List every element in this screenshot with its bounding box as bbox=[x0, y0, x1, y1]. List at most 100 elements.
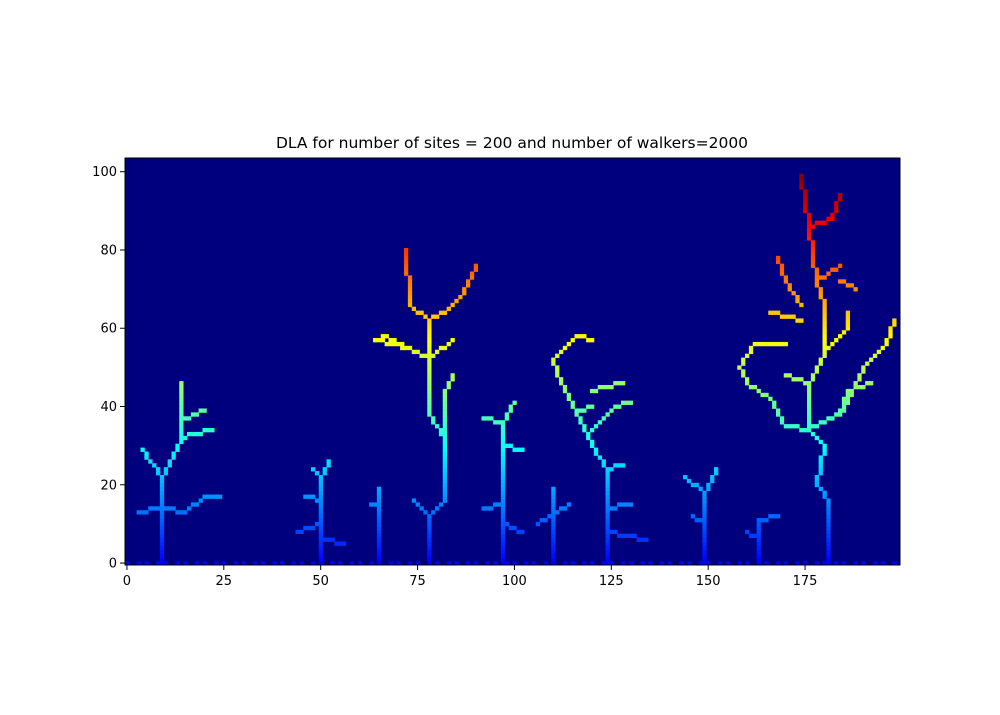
dla-cell bbox=[369, 561, 374, 566]
dla-cell bbox=[566, 341, 572, 347]
dla-cell bbox=[752, 384, 758, 390]
dla-cell bbox=[768, 310, 773, 315]
dla-cell bbox=[818, 486, 823, 492]
dla-cell bbox=[318, 486, 324, 492]
dla-cell bbox=[500, 510, 506, 515]
dla-cell bbox=[500, 467, 506, 472]
dla-cell bbox=[590, 388, 595, 394]
dla-cell bbox=[376, 514, 382, 519]
dla-cell bbox=[621, 561, 626, 566]
dla-cell bbox=[702, 521, 707, 527]
dla-cell bbox=[152, 506, 157, 511]
dla-cell bbox=[376, 537, 382, 542]
dla-cell bbox=[500, 431, 506, 437]
dla-cell bbox=[760, 341, 765, 347]
dla-cell bbox=[865, 361, 870, 366]
dla-cell bbox=[609, 561, 614, 566]
dla-cell bbox=[702, 553, 707, 558]
dla-cell bbox=[748, 533, 754, 539]
dla-cell bbox=[783, 373, 789, 378]
dla-cell bbox=[450, 377, 455, 382]
dla-cell bbox=[512, 561, 517, 566]
dla-cell bbox=[291, 561, 296, 566]
dla-cell bbox=[562, 506, 568, 511]
dla-cell bbox=[803, 197, 808, 202]
dla-cell bbox=[221, 561, 227, 566]
dla-cell bbox=[407, 279, 413, 284]
dla-cell bbox=[454, 298, 459, 304]
dla-cell bbox=[803, 201, 808, 206]
dla-cell bbox=[407, 298, 413, 304]
x-tick-label: 0 bbox=[123, 574, 131, 589]
x-tick-label: 100 bbox=[502, 574, 527, 589]
dla-cell bbox=[756, 533, 761, 539]
dla-cell bbox=[783, 314, 789, 319]
dla-cell bbox=[601, 561, 606, 566]
dla-cell bbox=[404, 248, 409, 253]
dla-cell bbox=[845, 392, 851, 398]
dla-cell bbox=[667, 561, 672, 566]
dla-cell bbox=[500, 549, 506, 554]
dla-cell bbox=[601, 384, 606, 390]
dla-cell bbox=[194, 412, 200, 417]
dla-cell bbox=[295, 529, 300, 535]
dla-cell bbox=[446, 306, 451, 312]
dla-cell bbox=[702, 494, 707, 499]
dla-cell bbox=[481, 416, 486, 421]
dla-cell bbox=[427, 373, 432, 378]
dla-cell bbox=[776, 514, 781, 519]
dla-cell bbox=[810, 240, 816, 245]
dla-cell bbox=[872, 561, 878, 566]
dla-cell bbox=[179, 408, 184, 413]
dla-cell bbox=[500, 459, 506, 464]
dla-cell bbox=[330, 537, 335, 542]
dla-cell bbox=[787, 424, 792, 429]
dla-cell bbox=[144, 455, 149, 460]
dla-cell bbox=[179, 381, 184, 386]
dla-cell bbox=[810, 259, 816, 265]
dla-cell bbox=[826, 525, 831, 531]
dla-cell bbox=[442, 490, 448, 495]
dla-cell bbox=[311, 561, 316, 566]
dla-cell bbox=[210, 428, 215, 433]
dla-cell bbox=[179, 392, 184, 398]
dla-cell bbox=[407, 283, 413, 288]
dla-cell bbox=[555, 353, 560, 358]
dla-cell bbox=[814, 369, 820, 374]
dla-cell bbox=[202, 408, 207, 413]
dla-cell bbox=[814, 220, 820, 225]
dla-cell bbox=[400, 341, 405, 347]
dla-cell bbox=[841, 330, 847, 335]
dla-cell bbox=[427, 514, 432, 519]
dla-cell bbox=[427, 338, 432, 343]
dla-cell bbox=[826, 498, 831, 503]
dla-cell bbox=[590, 443, 595, 448]
dla-cell bbox=[280, 561, 285, 566]
dla-cell bbox=[462, 291, 467, 296]
dla-cell bbox=[609, 506, 614, 511]
dla-cell bbox=[810, 373, 816, 378]
dla-cell bbox=[714, 471, 719, 476]
dla-cell bbox=[500, 443, 506, 448]
dla-cell bbox=[593, 451, 599, 456]
dla-cell bbox=[179, 435, 184, 441]
dla-cell bbox=[551, 506, 556, 511]
dla-cell bbox=[822, 494, 827, 499]
dla-cell bbox=[818, 357, 823, 362]
dla-cell bbox=[314, 471, 320, 476]
dla-cell bbox=[380, 334, 386, 339]
dla-cell bbox=[822, 341, 827, 347]
dla-cell bbox=[822, 302, 827, 308]
dla-cell bbox=[473, 263, 479, 268]
dla-cell bbox=[822, 420, 827, 425]
dla-cell bbox=[609, 384, 614, 390]
dla-cell bbox=[376, 338, 382, 343]
dla-cell bbox=[187, 431, 192, 437]
dla-cell bbox=[198, 431, 203, 437]
dla-cell bbox=[756, 545, 761, 550]
dla-cell bbox=[799, 428, 804, 433]
dla-cell bbox=[555, 373, 560, 378]
dla-cell bbox=[609, 408, 614, 413]
dla-cell bbox=[159, 494, 165, 499]
dla-cell bbox=[427, 521, 432, 527]
